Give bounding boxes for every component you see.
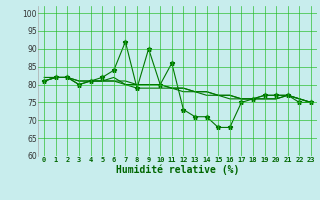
X-axis label: Humidité relative (%): Humidité relative (%) [116,165,239,175]
